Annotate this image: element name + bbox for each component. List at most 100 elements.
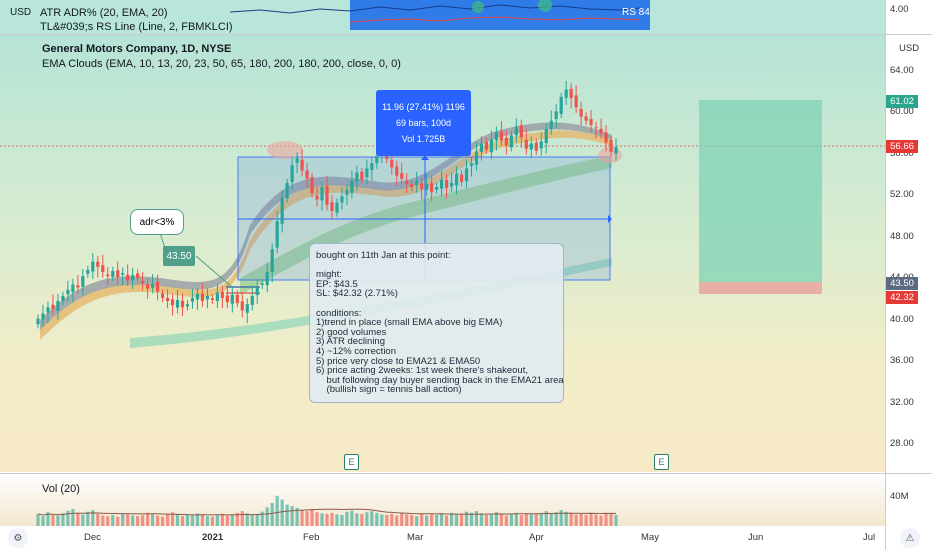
candle-body[interactable]: [410, 183, 414, 188]
candle-body[interactable]: [131, 275, 135, 281]
earnings-marker[interactable]: E: [654, 454, 669, 470]
candle-body[interactable]: [220, 291, 224, 298]
candle-body[interactable]: [51, 304, 55, 310]
candle-body[interactable]: [444, 179, 449, 189]
candle-body[interactable]: [604, 132, 608, 143]
candle-body[interactable]: [549, 120, 553, 130]
alert-icon[interactable]: ⚠: [900, 528, 920, 548]
candle-body[interactable]: [240, 301, 244, 311]
candle-body[interactable]: [584, 116, 588, 121]
candle-body[interactable]: [310, 177, 314, 194]
candle-body[interactable]: [265, 272, 269, 286]
candle-body[interactable]: [335, 202, 339, 213]
candle-body[interactable]: [141, 280, 145, 284]
currency-label[interactable]: USD: [10, 7, 32, 18]
candle-body[interactable]: [390, 159, 394, 168]
adr-callout[interactable]: adr<3%: [130, 209, 184, 235]
candle-body[interactable]: [121, 273, 125, 275]
candle-body[interactable]: [260, 283, 264, 286]
candle-body[interactable]: [190, 297, 195, 302]
candle-body[interactable]: [330, 202, 334, 211]
candle-body[interactable]: [66, 289, 70, 295]
candle-body[interactable]: [559, 96, 563, 114]
candle-body[interactable]: [200, 293, 205, 302]
candle-body[interactable]: [435, 187, 439, 190]
candle-body[interactable]: [469, 163, 474, 166]
candle-body[interactable]: [489, 139, 494, 153]
entry-tag[interactable]: 43.50: [163, 246, 195, 266]
candle-body[interactable]: [534, 142, 538, 151]
candle-body[interactable]: [151, 284, 155, 288]
candle-body[interactable]: [494, 132, 499, 141]
candle-body[interactable]: [385, 154, 389, 160]
candle-body[interactable]: [609, 140, 613, 152]
candle-body[interactable]: [529, 143, 533, 150]
candle-body[interactable]: [175, 299, 180, 308]
candle-body[interactable]: [46, 307, 50, 313]
candle-body[interactable]: [474, 151, 479, 165]
candle-body[interactable]: [91, 261, 95, 272]
candle-body[interactable]: [305, 170, 309, 179]
candle-body[interactable]: [160, 293, 165, 298]
candle-body[interactable]: [250, 295, 254, 305]
candle-body[interactable]: [230, 294, 234, 304]
candle-body[interactable]: [235, 294, 239, 304]
candle-body[interactable]: [449, 182, 454, 187]
candle-body[interactable]: [136, 273, 140, 279]
candle-body[interactable]: [61, 295, 65, 302]
candle-body[interactable]: [425, 183, 429, 190]
candle-body[interactable]: [464, 168, 469, 182]
candle-body[interactable]: [579, 108, 583, 117]
candle-body[interactable]: [320, 187, 324, 201]
candle-body[interactable]: [315, 195, 319, 200]
candle-body[interactable]: [454, 173, 459, 186]
candle-body[interactable]: [116, 270, 120, 278]
candle-body[interactable]: [569, 88, 573, 98]
candle-body[interactable]: [355, 172, 359, 182]
candle-body[interactable]: [539, 141, 543, 149]
candle-body[interactable]: [86, 269, 90, 274]
candle-body[interactable]: [365, 168, 369, 178]
candle-body[interactable]: [519, 125, 523, 138]
candle-body[interactable]: [594, 127, 598, 129]
candle-body[interactable]: [245, 304, 249, 313]
candle-body[interactable]: [415, 180, 419, 186]
candle-body[interactable]: [81, 276, 85, 287]
candle-body[interactable]: [180, 300, 185, 308]
candle-body[interactable]: [41, 313, 45, 320]
candle-body[interactable]: [146, 284, 150, 289]
candle-body[interactable]: [360, 171, 364, 180]
candle-body[interactable]: [325, 186, 329, 205]
candle-body[interactable]: [350, 180, 354, 193]
trade-note[interactable]: bought on 11th Jan at this point: might:…: [309, 243, 564, 403]
candle-body[interactable]: [71, 284, 75, 293]
candle-body[interactable]: [544, 129, 548, 144]
candle-body[interactable]: [420, 183, 424, 190]
candle-body[interactable]: [370, 163, 374, 171]
candle-body[interactable]: [185, 304, 190, 307]
candle-body[interactable]: [101, 265, 105, 273]
candle-body[interactable]: [300, 159, 304, 171]
candle-body[interactable]: [290, 165, 294, 183]
candle-body[interactable]: [499, 131, 503, 141]
candle-body[interactable]: [375, 155, 379, 164]
candle-body[interactable]: [155, 281, 160, 292]
candle-body[interactable]: [225, 295, 229, 303]
candle-body[interactable]: [524, 139, 528, 149]
candle-body[interactable]: [56, 301, 60, 311]
candle-body[interactable]: [255, 287, 259, 296]
candle-body[interactable]: [76, 285, 80, 288]
candle-body[interactable]: [170, 299, 175, 306]
candle-body[interactable]: [479, 143, 484, 152]
candle-body[interactable]: [405, 180, 409, 184]
candle-body[interactable]: [215, 292, 219, 301]
candle-body[interactable]: [574, 95, 578, 108]
candle-body[interactable]: [126, 274, 130, 281]
candle-body[interactable]: [195, 293, 200, 300]
candle-body[interactable]: [340, 196, 344, 203]
candle-body[interactable]: [395, 166, 399, 176]
candle-body[interactable]: [440, 179, 444, 189]
candle-body[interactable]: [205, 295, 210, 300]
candle-body[interactable]: [106, 274, 110, 277]
candle-body[interactable]: [599, 128, 603, 134]
